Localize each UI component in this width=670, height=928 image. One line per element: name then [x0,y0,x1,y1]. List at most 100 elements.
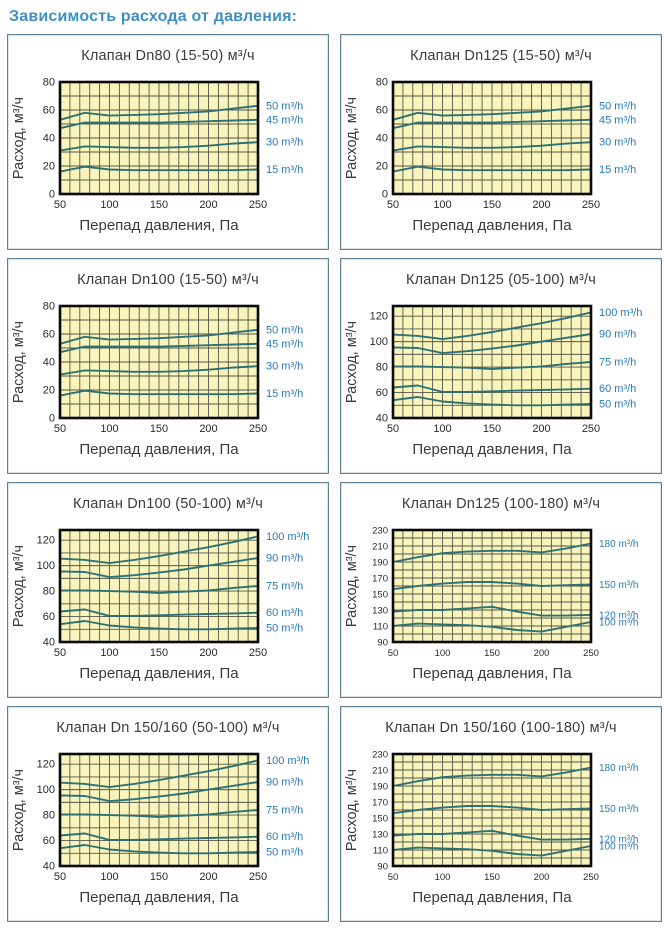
series-label: 50 m³/h [266,324,303,336]
series-label: 15 m³/h [266,388,303,400]
y-tick-label: 0 [49,413,55,425]
chart-panel-dn150160-50-100: Клапан Dn 150/160 (50-100) м³/ч 50 100 150… [7,706,329,922]
y-tick-label: 20 [43,161,55,173]
series-line [392,333,592,355]
x-tick-label: 50 [54,871,66,883]
x-tick-label: 150 [484,872,500,883]
series-line [392,396,592,407]
y-tick-label: 130 [372,606,388,617]
y-tick-label: 20 [376,161,388,173]
chart-title: Клапан Dn 150/160 (100-180) м³/ч [385,720,617,736]
x-tick-label: 200 [532,199,550,211]
y-tick-label: 80 [376,362,388,374]
series-line [59,389,259,397]
x-tick-label: 100 [100,199,118,211]
series-label: 45 m³/h [599,114,636,126]
x-tick-label: 100 [100,647,118,659]
y-tick-label: 170 [372,574,388,585]
y-tick-label: 60 [43,329,55,341]
chart-canvas-holder: 50 100 150 200 250 40 60 80 100 120 100 m³/h 90 m³/… [343,294,659,468]
x-tick-label: 50 [54,647,66,659]
x-tick-label: 50 [388,872,399,883]
x-tick-label: 100 [435,872,451,883]
chart-canvas-holder: 50 100 150 200 250 40 60 80 100 120 100 m³/h 90 m³/… [10,518,326,692]
series-label: 45 m³/h [266,114,303,126]
x-tick-label: 50 [54,199,66,211]
chart-canvas-holder: 50 100 150 200 250 0 20 40 60 80 50 m³/h 45 m³/h 30 … [10,294,326,468]
y-tick-label: 20 [43,385,55,397]
y-tick-label: 100 [370,336,388,348]
x-tick-label: 100 [435,648,451,659]
x-tick-label: 200 [199,871,217,883]
series-line [59,342,259,354]
chart-canvas: 50 100 150 200 250 40 60 80 100 120 100 m³/h 90 m³/… [11,528,309,682]
charts-grid: Клапан Dn80 (15-50) м³/ч 50 100 150 200 250 0… [7,34,663,922]
y-tick-label: 40 [43,637,55,649]
series-line [59,141,259,152]
y-tick-label: 80 [43,301,55,313]
x-tick-label: 50 [387,423,399,435]
chart-title: Клапан Dn80 (15-50) м³/ч [81,48,255,64]
chart-title: Клапан Dn125 (05-100) м³/ч [405,272,597,288]
page-title: Зависимость расхода от давления: [9,8,298,25]
series-label: 180 m³/h [599,763,638,774]
series-line [59,165,259,173]
series-label: 150 m³/h [599,804,638,815]
series-line [392,581,592,591]
series-line [392,118,592,130]
x-tick-label: 150 [150,647,168,659]
chart-panel-dn125-05-100: Клапан Dn125 (05-100) м³/ч 50 100 150 200 25… [340,258,662,474]
x-tick-label: 200 [199,647,217,659]
x-tick-label: 200 [199,423,217,435]
y-axis-label: Расход, м³/ч [11,97,27,179]
y-tick-label: 40 [376,133,388,145]
y-tick-label: 230 [372,750,388,761]
series-label: 75 m³/h [266,581,303,593]
chart-panel-dn125-100-180: Клапан Dn125 (100-180) м³/ч 50 100 150 200 2… [340,482,662,698]
x-tick-label: 250 [583,648,599,659]
y-tick-label: 100 [37,560,55,572]
series-label: 90 m³/h [266,553,303,565]
series-label: 30 m³/h [599,137,636,149]
series-label: 50 m³/h [599,100,636,112]
y-tick-label: 100 [37,784,55,796]
x-tick-label: 100 [100,423,118,435]
y-tick-label: 210 [372,766,388,777]
series-line [392,542,592,563]
y-tick-label: 210 [372,542,388,553]
y-tick-label: 150 [372,814,388,825]
x-tick-label: 250 [582,423,600,435]
series-label: 90 m³/h [266,777,303,789]
series-label: 30 m³/h [266,137,303,149]
series-line [392,845,592,857]
y-tick-label: 60 [376,387,388,399]
series-line [59,832,259,841]
x-tick-label: 50 [387,199,399,211]
x-axis-label: Перепад давления, Па [79,217,239,234]
x-axis-label: Перепад давления, Па [79,441,239,458]
series-line [59,759,259,789]
chart-canvas: 50 100 150 200 250 0 20 40 60 80 50 m³/h 45 m³/h 30 … [11,77,303,235]
x-axis-label: Перепад давления, Па [412,889,572,906]
y-tick-label: 40 [43,133,55,145]
chart-canvas-holder: 50 100 150 200 250 0 20 40 60 80 50 m³/h 45 m³/h 30 … [343,70,659,244]
x-axis-label: Перепад давления, Па [412,665,572,682]
y-tick-label: 60 [43,835,55,847]
y-axis-label: Расход, м³/ч [344,321,360,403]
chart-canvas: 50 100 150 200 250 0 20 40 60 80 50 m³/h 45 m³/h 30 … [11,301,303,459]
y-tick-label: 120 [37,759,55,771]
chart-canvas-holder: 50 100 150 200 250 90 110 130 150 170 190 210 230 180… [343,742,659,916]
series-label: 100 m³/h [266,531,309,543]
y-tick-label: 110 [373,846,388,857]
x-tick-label: 150 [484,648,500,659]
series-line [392,605,592,617]
x-tick-label: 100 [433,199,451,211]
series-line [59,781,259,803]
series-label: 15 m³/h [266,164,303,176]
x-tick-label: 200 [534,872,550,883]
series-label: 100 m³/h [599,307,642,319]
series-label: 60 m³/h [599,383,636,395]
chart-canvas: 50 100 150 200 250 0 20 40 60 80 50 m³/h 45 m³/h 30 … [344,77,636,235]
x-axis-label: Перепад давления, Па [79,889,239,906]
x-axis-label: Перепад давления, Па [412,441,572,458]
